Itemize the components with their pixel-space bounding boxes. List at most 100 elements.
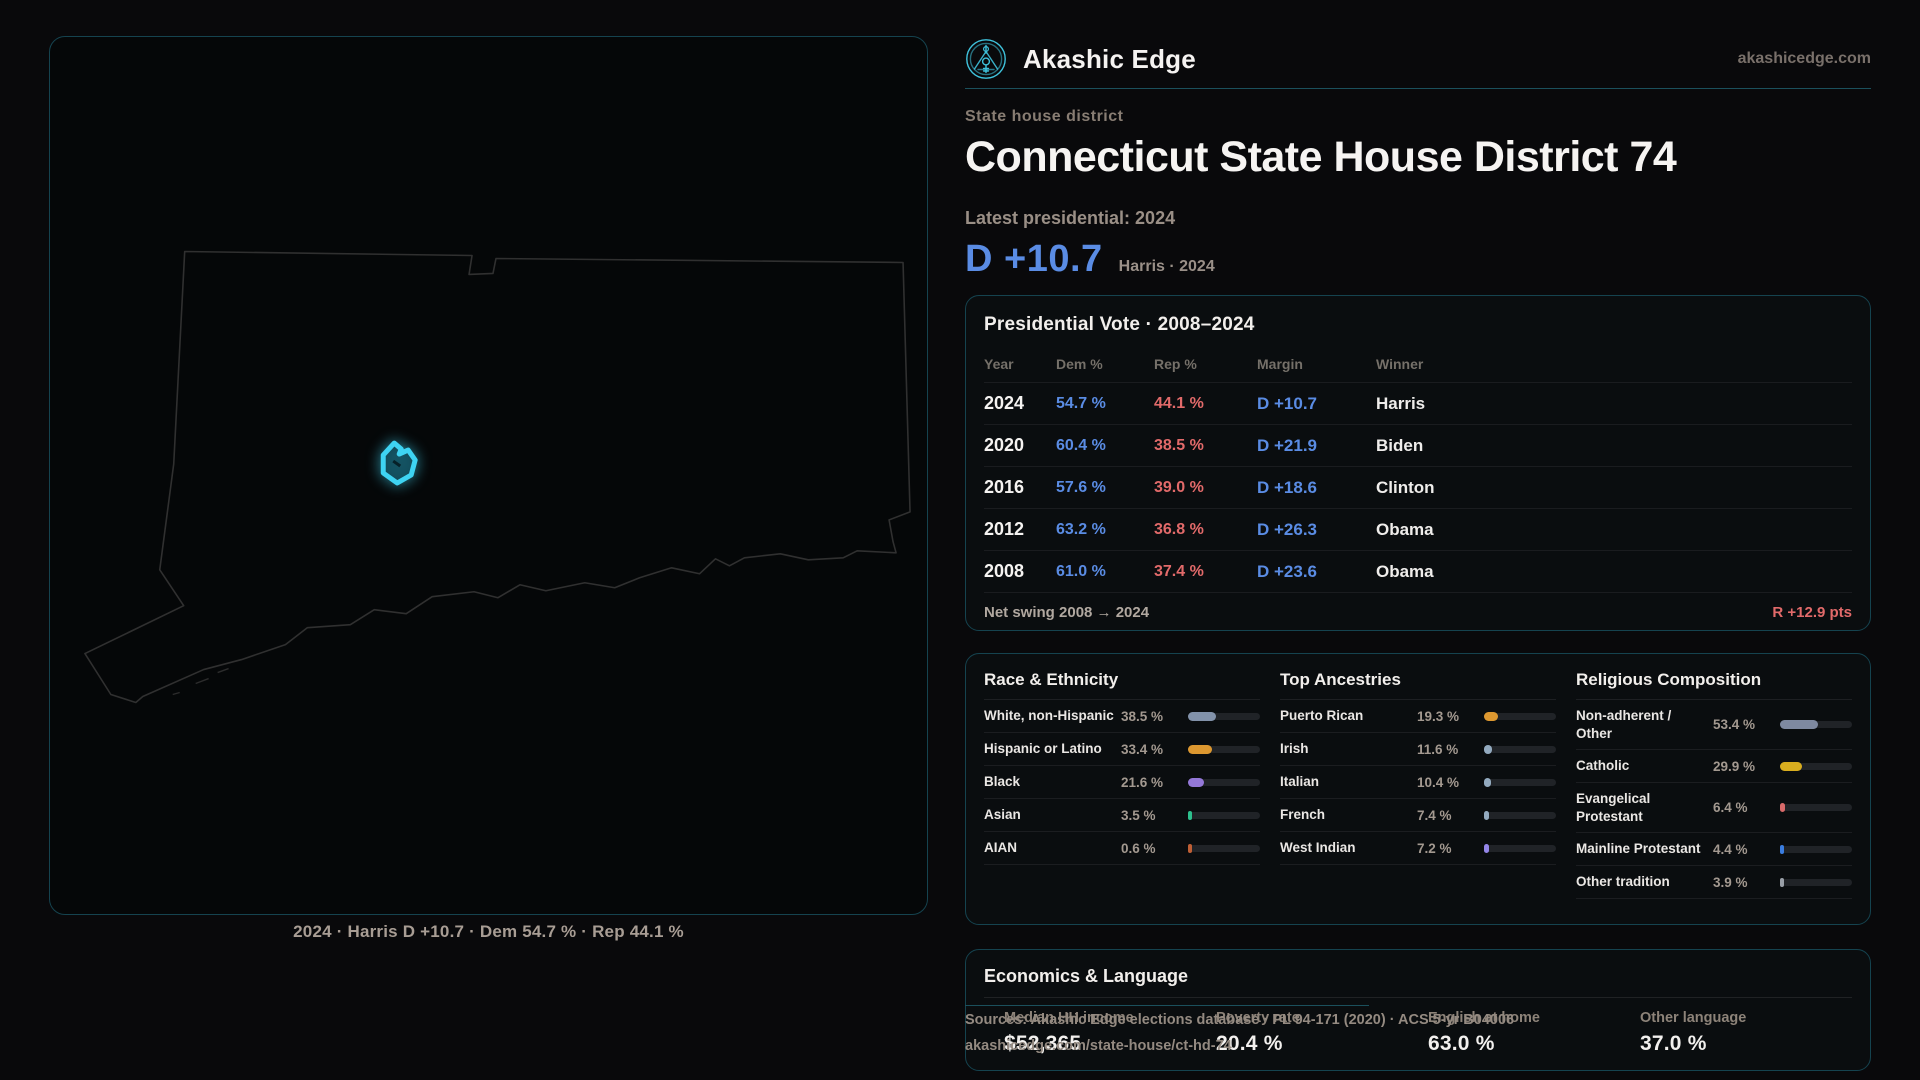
stat-other-language: Other language 37.0 % [1640, 1010, 1747, 1055]
top-ancestries-rows: Puerto Rican 19.3 % Irish 11.6 % Italian 10.4… [1280, 700, 1556, 865]
econ-stats: Median HH income $52,365 Poverty rate 20.4 … [984, 1010, 1852, 1056]
stat-bar-fill [1484, 744, 1493, 754]
stat-bar-fill [1484, 711, 1498, 721]
economics-language-card: Economics & Language Median HH income $52… [965, 949, 1871, 1071]
district-74-shape[interactable] [380, 440, 418, 486]
race-row: Asian 3.5 % [984, 799, 1260, 832]
stat-bar-track [1780, 803, 1852, 813]
race-row: AIAN 0.6 % [984, 832, 1260, 865]
col-winner: Winner [1376, 356, 1424, 372]
stat-median-hh-income: Median HH income $52,365 [1004, 1010, 1134, 1055]
stat-bar-track [1780, 844, 1852, 854]
stat-bar-track [1188, 777, 1260, 787]
vote-card-title: Presidential Vote · 2008–2024 [984, 314, 1255, 335]
stat-bar-fill [1484, 843, 1490, 853]
demographics-card: Race & Ethnicity White, non-Hispanic 38.5… [965, 653, 1871, 925]
col-margin: Margin [1257, 356, 1303, 372]
district-74-inner-detail [392, 459, 402, 468]
margin-note: Harris · 2024 [1118, 258, 1215, 275]
latest-presidential-label: Latest presidential: 2024 [965, 208, 1176, 228]
stat-bar-fill [1188, 810, 1192, 820]
vote-row-2024: 2024 54.7 % 44.1 % D +10.7 Harris [984, 382, 1852, 424]
religion-row: Mainline Protestant 4.4 % [1576, 833, 1852, 867]
permalink-link[interactable]: akashicedge.com/state-house/ct-hd-74 [965, 1038, 1232, 1054]
brand-domain-link[interactable]: akashicedge.com [1737, 50, 1871, 67]
vote-table-rows: 2024 54.7 % 44.1 % D +10.7 Harris 2020 60.4 % 3… [984, 382, 1852, 592]
race-ethnicity-title: Race & Ethnicity [984, 670, 1260, 700]
margin-value: D +10.7 [965, 238, 1103, 280]
district-locator-map [49, 36, 928, 915]
akashic-emblem-icon[interactable] [965, 38, 1007, 80]
stat-bar-track [1188, 843, 1260, 853]
page-title: Connecticut State House District 74 [965, 133, 1677, 181]
vote-row-2020: 2020 60.4 % 38.5 % D +21.9 Biden [984, 424, 1852, 466]
race-row: Hispanic or Latino 33.4 % [984, 733, 1260, 766]
stat-bar-track [1484, 777, 1556, 787]
religion-row: Evangelical Protestant 6.4 % [1576, 783, 1852, 834]
top-ancestries-section: Top Ancestries Puerto Rican 19.3 % Irish 11… [1280, 670, 1556, 908]
col-year: Year [984, 356, 1014, 372]
race-ethnicity-section: Race & Ethnicity White, non-Hispanic 38.5… [984, 670, 1260, 908]
economics-divider [984, 997, 1852, 998]
presidential-vote-card: Presidential Vote · 2008–2024 Year Dem %… [965, 295, 1871, 631]
kicker-label: State house district [965, 108, 1124, 125]
stat-bar-track [1188, 711, 1260, 721]
brand-name: Akashic Edge [1023, 43, 1196, 74]
stat-bar-fill [1188, 744, 1213, 754]
header-divider [965, 88, 1871, 89]
race-row: White, non-Hispanic 38.5 % [984, 700, 1260, 733]
coastal-islands [172, 667, 229, 696]
stat-poverty-rate: Poverty rate 20.4 % [1216, 1010, 1300, 1055]
stat-bar-fill [1780, 877, 1784, 887]
stat-english-at-home: English at home 63.0 % [1428, 1010, 1540, 1055]
religion-row: Catholic 29.9 % [1576, 750, 1852, 784]
stat-bar-fill [1484, 810, 1490, 820]
footer-divider [965, 1005, 1369, 1006]
stat-bar-track [1484, 744, 1556, 754]
stat-bar-fill [1188, 843, 1192, 853]
stat-bar-track [1780, 877, 1852, 887]
stat-bar-track [1780, 761, 1852, 771]
stat-bar-track [1188, 744, 1260, 754]
stat-bar-track [1484, 843, 1556, 853]
vote-row-2016: 2016 57.6 % 39.0 % D +18.6 Clinton [984, 466, 1852, 508]
stat-bar-track [1484, 711, 1556, 721]
stat-bar-fill [1780, 761, 1802, 771]
net-swing-label: Net swing 2008 → 2024 [984, 604, 1150, 621]
race-ethnicity-rows: White, non-Hispanic 38.5 % Hispanic or Lat… [984, 700, 1260, 865]
religion-row: Non-adherent / Other 53.4 % [1576, 700, 1852, 751]
ancestries-row: Irish 11.6 % [1280, 733, 1556, 766]
sources-line: Sources: Akashic Edge elections database… [965, 1012, 1515, 1028]
stat-bar-track [1484, 810, 1556, 820]
vote-table-header: Year Dem % Rep % Margin Winner [984, 350, 1852, 382]
vote-row-2012: 2012 63.2 % 36.8 % D +26.3 Obama [984, 508, 1852, 550]
religious-composition-rows: Non-adherent / Other 53.4 % Catholic 29.9 %… [1576, 700, 1852, 900]
map-caption: 2024 · Harris D +10.7 · Dem 54.7 % · Rep… [293, 922, 684, 941]
economics-language-title: Economics & Language [984, 966, 1189, 986]
stat-bar-track [1188, 810, 1260, 820]
ancestries-row: Puerto Rican 19.3 % [1280, 700, 1556, 733]
headline-margin: D +10.7 Harris · 2024 [965, 238, 1215, 281]
stat-bar-track [1780, 720, 1852, 730]
net-swing-row: Net swing 2008 → 2024 R +12.9 pts [984, 592, 1852, 632]
connecticut-map-svg [84, 250, 911, 704]
top-ancestries-title: Top Ancestries [1280, 670, 1556, 700]
stat-bar-fill [1780, 844, 1784, 854]
col-dem: Dem % [1056, 356, 1103, 372]
sources-footer: Sources: Akashic Edge elections database… [965, 1007, 1871, 1059]
brand-bar: Akashic Edge akashicedge.com [965, 36, 1871, 82]
stat-bar-fill [1188, 777, 1204, 787]
religious-composition-title: Religious Composition [1576, 670, 1852, 700]
race-row: Black 21.6 % [984, 766, 1260, 799]
ancestries-row: West Indian 7.2 % [1280, 832, 1556, 865]
religious-composition-section: Religious Composition Non-adherent / Oth… [1576, 670, 1852, 908]
religion-row: Other tradition 3.9 % [1576, 866, 1852, 900]
net-swing-value: R +12.9 pts [1772, 604, 1852, 621]
stat-bar-fill [1780, 720, 1819, 730]
connecticut-state-outline [84, 250, 911, 704]
stat-bar-fill [1780, 803, 1785, 813]
col-rep: Rep % [1154, 356, 1197, 372]
ancestries-row: French 7.4 % [1280, 799, 1556, 832]
ancestries-row: Italian 10.4 % [1280, 766, 1556, 799]
